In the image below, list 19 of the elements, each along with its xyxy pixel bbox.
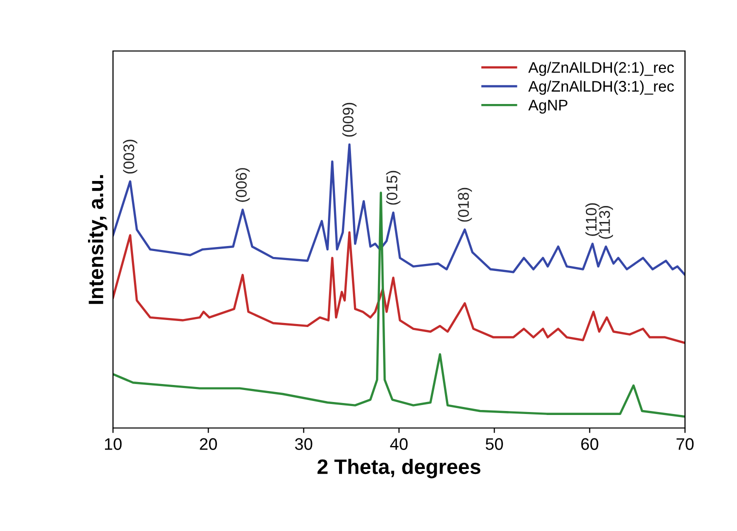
legend-label: AgNP: [528, 100, 568, 114]
annotation: (003): [123, 140, 138, 174]
legend-label: Ag/ZnAlLDH(3:1)_rec: [528, 80, 674, 95]
x-tick-label: 50: [486, 438, 503, 450]
x-tick-label: 60: [581, 438, 598, 450]
annotation: (015): [386, 170, 400, 205]
annotation: (009): [342, 102, 357, 137]
legend-label: Ag/ZnAlLDH(2:1)_rec: [528, 62, 674, 76]
x-tick-label: 30: [295, 438, 312, 450]
annotation: (018): [458, 188, 472, 222]
x-axis-title: 2 Theta, degrees: [318, 458, 480, 478]
annotation: (110): [585, 203, 600, 236]
annotation: (006): [236, 168, 250, 202]
y-axis-title: Intensity, a.u.: [88, 175, 108, 304]
x-tick-label: 70: [676, 438, 694, 450]
x-tick-label: 10: [105, 438, 122, 450]
x-tick-label: 40: [390, 438, 408, 450]
x-tick-label: 20: [200, 438, 217, 450]
annotation: (113): [598, 206, 613, 239]
